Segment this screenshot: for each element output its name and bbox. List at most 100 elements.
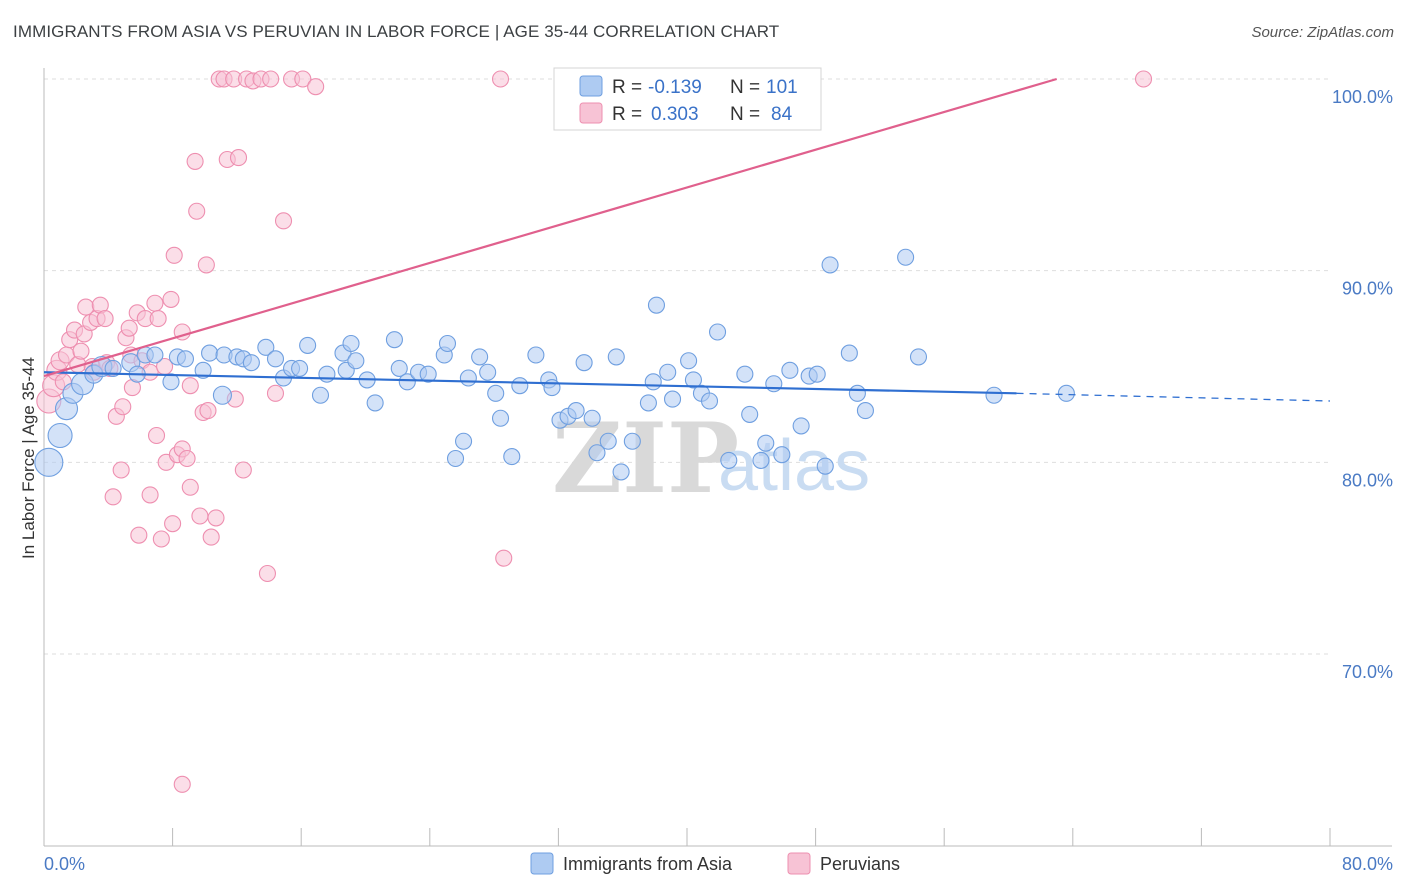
x-tick-label-max: 80.0% — [1342, 854, 1393, 874]
peru-point-42 — [165, 246, 183, 264]
asia-point-78 — [752, 451, 770, 469]
asia-point-68 — [659, 363, 677, 381]
asia-point-82 — [781, 361, 799, 379]
peru-point-50 — [188, 202, 206, 220]
bottom-legend-peru: Peruvians — [820, 854, 900, 874]
asia-point-60 — [588, 444, 606, 462]
peru-point-34 — [146, 294, 164, 312]
x-tick-label-min: 0.0% — [44, 854, 85, 874]
peru-point-37 — [152, 530, 170, 548]
asia-point-29 — [318, 365, 336, 383]
peru-point-9 — [72, 342, 90, 360]
peru-point-53 — [197, 256, 215, 274]
peru-point-75 — [495, 549, 513, 567]
peru-point-47 — [181, 377, 199, 395]
asia-point-83 — [792, 417, 810, 435]
peru-point-17 — [96, 310, 114, 328]
asia-point-81 — [773, 446, 791, 464]
asia-point-74 — [708, 323, 727, 341]
asia-point-36 — [385, 331, 403, 349]
peru-point-25 — [120, 319, 138, 337]
asia-point-63 — [612, 463, 630, 481]
asia-point-38 — [398, 373, 416, 391]
asia-point-67 — [647, 296, 666, 314]
asia-point-32 — [342, 334, 360, 353]
peru-point-74 — [491, 70, 510, 88]
asia-point-47 — [479, 363, 497, 381]
asia-point-16 — [201, 344, 219, 362]
peru-point-63 — [234, 461, 252, 479]
watermark-zip: ZIP — [552, 402, 739, 515]
asia-point-28 — [311, 386, 330, 404]
asia-point-51 — [511, 377, 529, 395]
y-axis-title: In Labor Force | Age 35-44 — [19, 357, 38, 559]
asia-point-12 — [162, 373, 180, 391]
asia-point-69 — [663, 390, 682, 408]
asia-point-90 — [856, 402, 874, 420]
y-tick-label-80: 80.0% — [1342, 470, 1393, 490]
asia-point-70 — [680, 352, 698, 370]
asia-point-59 — [583, 409, 601, 427]
asia-point-22 — [257, 338, 275, 356]
asia-point-79 — [757, 434, 775, 452]
asia-point-0 — [34, 447, 64, 477]
asia-point-7 — [104, 359, 122, 377]
legend-r-value-1: -0.139 — [648, 77, 702, 98]
asia-point-71 — [684, 371, 702, 389]
legend-n-value-2: 84 — [771, 104, 793, 125]
asia-point-40 — [419, 365, 437, 383]
peru-point-72 — [294, 70, 312, 88]
asia-trend-extension — [1016, 392, 1331, 402]
asia-point-61 — [599, 432, 617, 450]
watermark-atlas: atlas — [718, 426, 870, 506]
peru-point-29 — [130, 526, 148, 544]
peru-point-22 — [112, 461, 130, 479]
y-tick-label-90: 90.0% — [1342, 279, 1393, 299]
peru-point-54 — [199, 402, 217, 420]
bottom-legend-swatch-asia — [530, 852, 554, 875]
watermark: ZIP atlas — [552, 402, 870, 515]
asia-point-77 — [741, 405, 759, 423]
asia-point-73 — [700, 392, 719, 410]
peru-point-46 — [178, 449, 196, 468]
asia-point-46 — [471, 348, 489, 366]
legend-r-label-2: R = — [612, 104, 642, 125]
asia-point-1 — [47, 422, 73, 449]
asia-point-76 — [736, 365, 754, 383]
peru-point-49 — [186, 152, 204, 170]
peru-point-55 — [202, 528, 220, 546]
peru-trend-line — [43, 77, 1058, 378]
series-legend: Immigrants from Asia Peruvians — [530, 852, 900, 875]
peru-point-41 — [164, 515, 182, 533]
asia-point-48 — [487, 384, 505, 402]
bottom-legend-swatch-peru — [787, 852, 811, 875]
peru-point-62 — [229, 149, 248, 167]
asia-point-18 — [212, 385, 232, 405]
asia-point-80 — [765, 375, 783, 393]
asia-point-65 — [639, 394, 657, 412]
legend-swatch-peru — [579, 102, 603, 124]
peru-point-35 — [147, 426, 166, 445]
peru-point-33 — [141, 486, 159, 504]
source-credit: Source: ZipAtlas.com — [1251, 24, 1394, 41]
label-layer: 70.0% 80.0% 90.0% 100.0% 0.0% 80.0% In Labor F… — [19, 87, 1393, 874]
y-tick-label-70: 70.0% — [1342, 662, 1393, 682]
peru-point-77 — [173, 775, 191, 793]
asia-point-75 — [720, 451, 738, 469]
asia-point-33 — [347, 352, 365, 370]
asia-point-89 — [848, 384, 866, 402]
asia-point-37 — [390, 359, 408, 377]
legend-r-value-2: 0.303 — [651, 104, 699, 125]
asia-point-58 — [575, 354, 593, 372]
peru-point-76 — [1134, 70, 1153, 88]
asia-point-62 — [607, 348, 625, 366]
asia-point-93 — [985, 386, 1003, 404]
asia-point-45 — [459, 369, 477, 387]
peru-point-20 — [104, 488, 122, 506]
asia-point-94 — [1057, 384, 1075, 402]
asia-point-57 — [567, 402, 585, 420]
asia-point-11 — [146, 346, 164, 364]
peru-point-56 — [207, 509, 225, 527]
legend-n-value-1: 101 — [766, 77, 798, 98]
